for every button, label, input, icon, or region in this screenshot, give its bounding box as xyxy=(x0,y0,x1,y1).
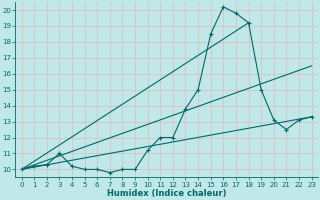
X-axis label: Humidex (Indice chaleur): Humidex (Indice chaleur) xyxy=(107,189,226,198)
